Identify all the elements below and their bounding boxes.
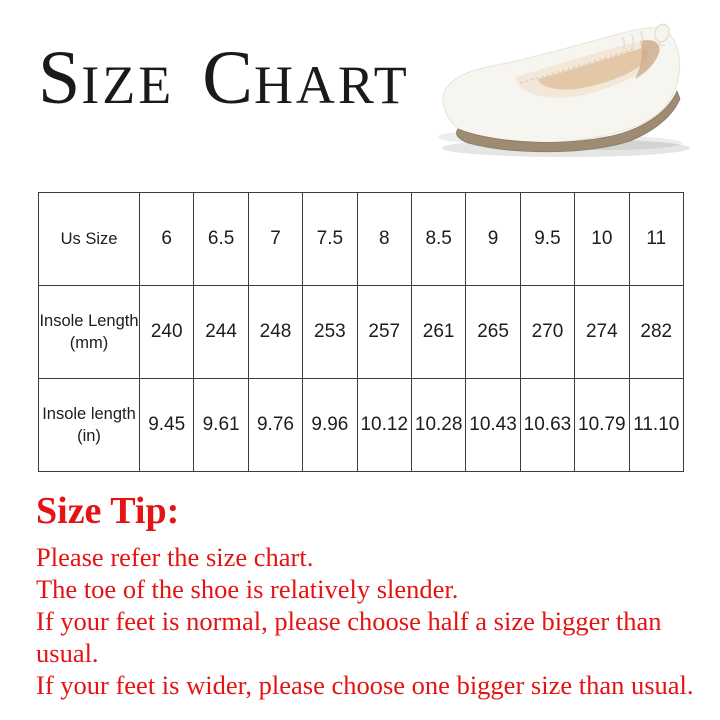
title-word2-rest: HART xyxy=(253,55,410,115)
table-cell: 7.5 xyxy=(302,192,358,286)
table-row: Insole length (in) 9.45 9.61 9.76 9.96 10.12 1… xyxy=(38,378,685,472)
table-cell: 9.61 xyxy=(193,378,249,472)
table-cell: 6.5 xyxy=(193,192,249,286)
table-cell: 10.43 xyxy=(465,378,521,472)
table-cell: 253 xyxy=(302,285,358,379)
table-cell: 9.96 xyxy=(302,378,358,472)
table-cell: 10.12 xyxy=(356,378,412,472)
size-chart-table: Us Size 6 6.5 7 7.5 8 8.5 9 9.5 10 11 Insole Length… xyxy=(38,192,685,472)
table-cell: 10.79 xyxy=(574,378,630,472)
size-tip-line: If your feet is normal, please choose ha… xyxy=(36,605,662,668)
table-cell: 9.5 xyxy=(519,192,576,286)
table-cell: 10.63 xyxy=(519,378,576,472)
page-title: SIZE CHART xyxy=(38,40,410,116)
table-cell: 8 xyxy=(356,192,412,286)
table-cell: 11 xyxy=(628,192,685,286)
size-tip-line: Please refer the size chart. xyxy=(36,541,314,572)
table-cell: 270 xyxy=(519,285,576,379)
size-tip-line: The toe of the shoe is relatively slende… xyxy=(36,573,459,604)
table-cell: 6 xyxy=(138,192,195,286)
table-row: Us Size 6 6.5 7 7.5 8 8.5 9 9.5 10 11 xyxy=(38,192,685,286)
table-cell: 9.45 xyxy=(138,378,195,472)
table-cell: 9.76 xyxy=(247,378,304,472)
row-label: Insole Length (mm) xyxy=(38,285,140,379)
title-word1-initial: S xyxy=(38,36,82,120)
title-word1-rest: IZE xyxy=(81,55,175,115)
table-cell: 265 xyxy=(465,285,521,379)
table-row: Insole Length (mm) 240 244 248 253 257 261 265 2… xyxy=(38,285,685,379)
title-word2-initial: C xyxy=(202,36,254,120)
table-cell: 10.28 xyxy=(410,378,467,472)
table-cell: 8.5 xyxy=(410,192,467,286)
table-cell: 248 xyxy=(247,285,304,379)
table-cell: 9 xyxy=(465,192,521,286)
table-cell: 257 xyxy=(356,285,412,379)
size-tip-line: If your feet is wider, please choose one… xyxy=(36,669,694,700)
row-label: Insole length (in) xyxy=(38,378,140,472)
table-cell: 11.10 xyxy=(628,378,685,472)
size-tip-section: Size Tip: Please refer the size chart. Th… xyxy=(36,490,696,701)
table-cell: 282 xyxy=(628,285,685,379)
row-label: Us Size xyxy=(38,192,140,286)
table-cell: 7 xyxy=(247,192,304,286)
table-cell: 274 xyxy=(574,285,630,379)
product-photo xyxy=(424,14,704,166)
size-tip-heading: Size Tip: xyxy=(36,490,180,532)
table-cell: 244 xyxy=(193,285,249,379)
table-cell: 10 xyxy=(574,192,630,286)
ballet-flat-shoe-icon xyxy=(438,23,690,157)
table-cell: 261 xyxy=(410,285,467,379)
table-cell: 240 xyxy=(138,285,195,379)
